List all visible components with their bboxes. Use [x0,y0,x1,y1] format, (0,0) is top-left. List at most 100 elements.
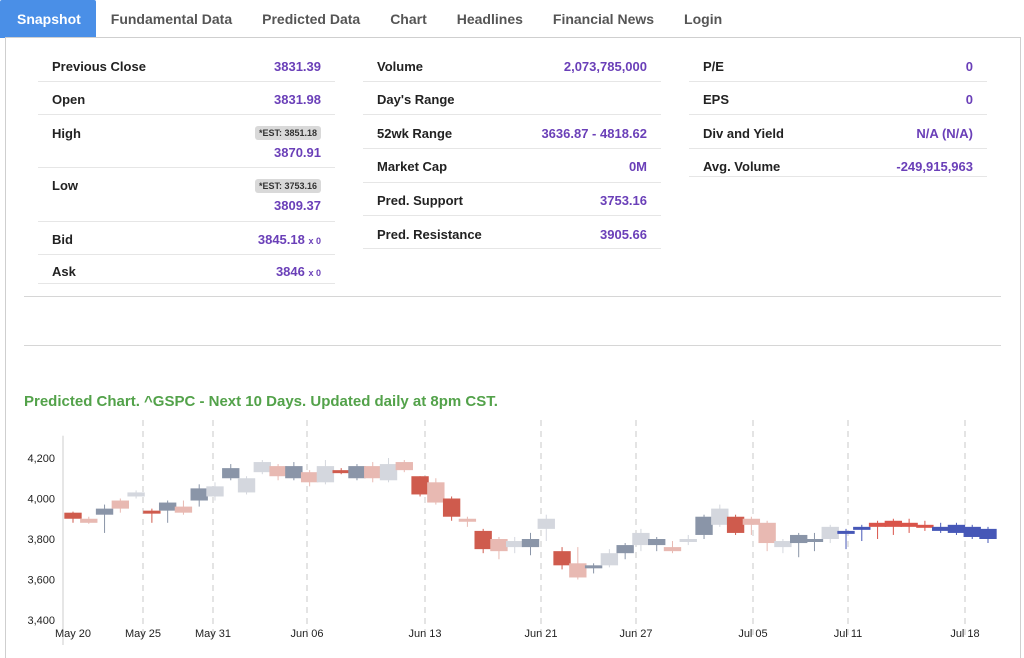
div-yield-row: Div and Yield N/A (N/A) [689,114,987,149]
candle-body [80,518,98,523]
y-tick-label: 3,400 [27,615,55,627]
candle-body [648,539,666,546]
candle-body [758,522,776,544]
chart-title: Predicted Chart. ^GSPC - Next 10 Days. U… [24,393,498,410]
candle-body [774,541,792,548]
low-label: Low [52,178,78,193]
candle-body [632,532,650,546]
candle-body [490,539,508,552]
candle-body [584,565,603,569]
candle-body [300,472,319,483]
market-cap-value: 0M [628,159,647,174]
candle-body [742,518,761,525]
bid-label: Bid [52,232,73,247]
x-tick-label: Jul 05 [738,628,767,640]
bid-value: 3845.18 [257,232,305,247]
tab-chart[interactable]: Chart [390,11,427,27]
candle-body [222,468,240,479]
tab-login[interactable]: Login [684,11,723,27]
tab-predicted-data[interactable]: Predicted Data [262,11,361,27]
bid-size: x 0 [308,236,321,246]
candle-body [158,502,177,511]
candle-body [379,464,398,481]
days-range-row: Day's Range [363,81,661,115]
low-row: Low *EST: 3753.16 3809.37 [38,167,335,222]
div-yield-value: N/A (N/A) [916,126,973,141]
candle-body [427,482,445,503]
y-tick-label: 4,000 [27,494,55,506]
52wk-range-value: 3636.87 - 4818.62 [541,126,647,141]
candle-body [821,526,839,539]
tab-headlines[interactable]: Headlines [456,11,523,27]
open-label: Open [52,92,86,107]
candle-body [269,466,287,477]
div-yield-label: Div and Yield [703,126,784,141]
candle-body [853,526,871,530]
y-tick-label: 3,600 [27,575,55,587]
tab-financial-news[interactable]: Financial News [552,11,655,27]
candle-body [506,541,524,548]
high-estimate-badge: *EST: 3851.18 [254,126,321,140]
candle-body [316,466,335,483]
candle-body [916,524,934,528]
divider-chart [24,345,1001,346]
x-tick-label: Jun 27 [619,628,652,640]
candle-body [95,508,114,515]
high-label: High [52,126,81,141]
candle-body [442,498,461,517]
nav-tabs: Snapshot Fundamental Data Predicted Data… [0,0,1024,38]
candle-body [600,553,619,566]
divider-top [24,296,1001,297]
candle-body [458,518,477,522]
candle-body [237,478,256,493]
pred-resistance-label: Pred. Resistance [377,227,482,242]
candle-body [64,512,82,519]
candle-body [569,563,587,578]
candle-body [111,500,130,509]
avg-volume-label: Avg. Volume [703,159,781,174]
bid-value-wrap: 3845.18 x 0 [258,232,321,247]
high-row: High *EST: 3851.18 3870.91 [38,114,335,168]
candle-body [726,516,745,533]
candle-body [931,526,950,531]
x-tick-label: May 31 [195,628,231,640]
days-range-label: Day's Range [377,92,455,107]
candle-body [521,539,540,548]
open-value: 3831.98 [274,92,321,107]
tab-snapshot[interactable]: Snapshot [0,0,96,38]
ask-row: Ask 3846 x 0 [38,254,335,284]
candle-body [348,466,366,479]
x-tick-label: May 25 [125,628,161,640]
pe-value: 0 [965,59,973,74]
candle-body [900,522,918,527]
x-tick-label: May 20 [55,628,91,640]
candle-body [411,476,429,495]
ask-size: x 0 [308,268,321,278]
candle-body [190,488,208,501]
x-tick-label: Jun 13 [408,628,441,640]
x-tick-label: Jul 18 [950,628,979,640]
candle-body [332,470,350,474]
predicted-candlestick-chart: 3,400 3,600 3,800 4,000 4,200 May 20 May 25 May… [27,420,997,645]
y-tick-label: 3,800 [27,534,55,546]
previous-close-row: Previous Close 3831.39 [38,50,335,82]
candle-body [947,524,966,533]
x-tick-label: Jun 06 [290,628,323,640]
candle-body [285,466,303,479]
open-row: Open 3831.98 [38,81,335,115]
volume-label: Volume [377,59,423,74]
pred-support-value: 3753.16 [600,193,647,208]
bid-row: Bid 3845.18 x 0 [38,221,335,255]
candle-body [663,547,682,552]
tab-fundamental-data[interactable]: Fundamental Data [110,11,233,27]
eps-row: EPS 0 [689,81,987,115]
previous-close-label: Previous Close [52,59,146,74]
pe-label: P/E [703,59,724,74]
candle-body [679,539,697,542]
candle-body [395,462,413,471]
candle-body [963,526,981,537]
snapshot-panel [5,37,1021,658]
candle-body [553,551,571,566]
eps-value: 0 [965,92,973,107]
candle-body [616,545,634,554]
